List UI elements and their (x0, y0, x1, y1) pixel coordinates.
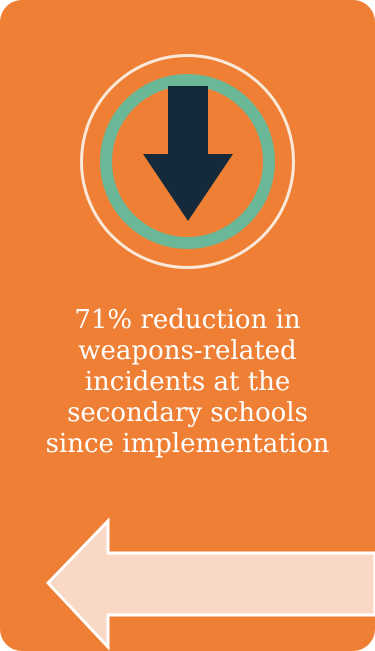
statistic-text: 71% reduction in weapons-related inciden… (0, 305, 375, 460)
statistic-line: since implementation (45, 429, 330, 459)
statistic-line: 71% reduction in (74, 305, 301, 335)
down-arrow-icon (143, 86, 233, 221)
statistic-line: weapons-related (78, 336, 297, 366)
left-arrow-icon (46, 517, 375, 651)
icon-ring-outer (80, 54, 295, 269)
statistic-line: incidents at the (84, 367, 291, 397)
statistic-line: secondary schools (67, 398, 308, 428)
